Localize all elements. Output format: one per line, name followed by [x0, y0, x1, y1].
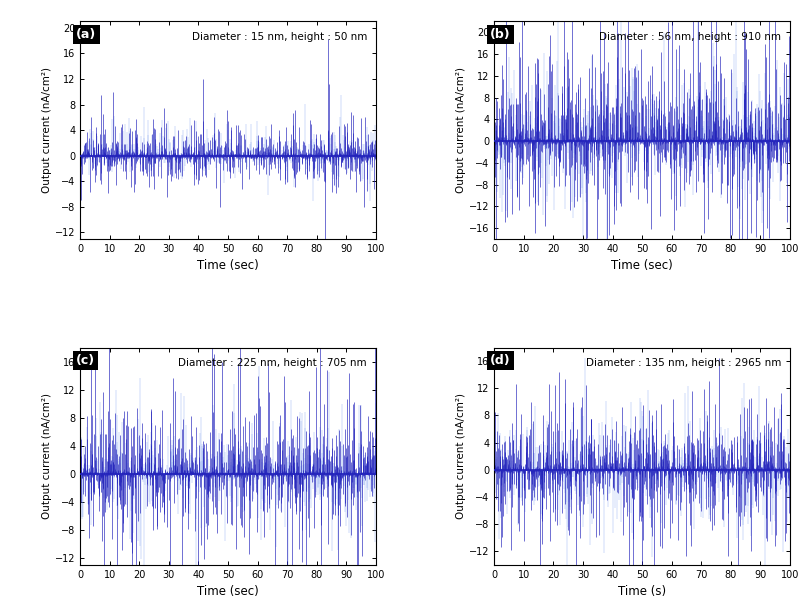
- Text: (d): (d): [490, 354, 511, 367]
- Y-axis label: Output current (nA/cm²): Output current (nA/cm²): [456, 67, 466, 193]
- Text: Diameter : 15 nm, height : 50 nm: Diameter : 15 nm, height : 50 nm: [192, 33, 367, 42]
- X-axis label: Time (s): Time (s): [618, 585, 666, 598]
- Text: Diameter : 135 nm, height : 2965 nm: Diameter : 135 nm, height : 2965 nm: [585, 359, 781, 368]
- Text: (b): (b): [490, 28, 511, 41]
- Text: (c): (c): [76, 354, 95, 367]
- Text: Diameter : 56 nm, height : 910 nm: Diameter : 56 nm, height : 910 nm: [599, 33, 781, 42]
- X-axis label: Time (sec): Time (sec): [611, 259, 673, 272]
- Y-axis label: Output current (nA/cm²): Output current (nA/cm²): [42, 67, 52, 193]
- Y-axis label: Output current (nA/cm²): Output current (nA/cm²): [42, 393, 52, 519]
- Text: (a): (a): [76, 28, 96, 41]
- Y-axis label: Output current (nA/cm²): Output current (nA/cm²): [456, 393, 466, 519]
- X-axis label: Time (sec): Time (sec): [197, 585, 259, 598]
- X-axis label: Time (sec): Time (sec): [197, 259, 259, 272]
- Text: Diameter : 225 nm, height : 705 nm: Diameter : 225 nm, height : 705 nm: [178, 359, 367, 368]
